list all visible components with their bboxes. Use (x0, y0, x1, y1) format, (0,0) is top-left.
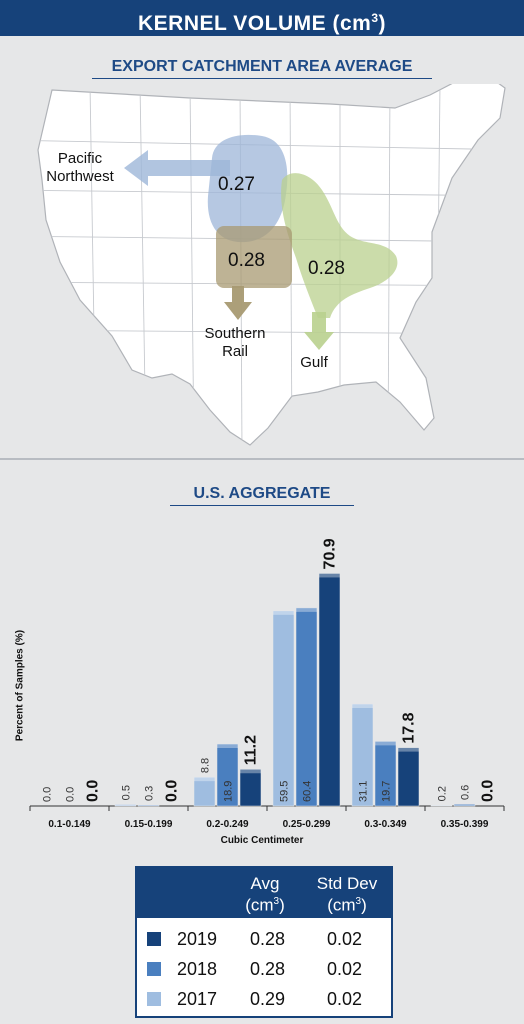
southern-rail-arrow (224, 286, 252, 320)
bar-2017 (114, 804, 137, 807)
region-label-southern-rail: Southern Rail (204, 325, 266, 360)
x-tick-label: 0.35-0.399 (441, 819, 489, 830)
bar-2019 (239, 769, 262, 807)
data-label: 0.0 (42, 787, 54, 802)
chart-title-underline (170, 505, 354, 506)
southern-rail-region (216, 226, 292, 288)
bar-2018 (453, 803, 476, 807)
stats-row-2019: 2019 0.28 0.02 (137, 924, 391, 954)
legend-swatch-2019 (147, 932, 161, 946)
data-label: 70.9 (322, 538, 339, 569)
stats-year: 2018 (177, 959, 218, 979)
header-std-dev: Std Dev (cm3) (316, 874, 378, 915)
data-label: 19.7 (381, 781, 393, 802)
bar-2018 (216, 743, 239, 807)
bar-2017 (351, 703, 374, 807)
data-label: 0.0 (164, 780, 181, 802)
data-label: 0.3 (144, 786, 156, 801)
x-tick-label: 0.3-0.349 (364, 819, 407, 830)
region-label-pnw: Pacific Northwest (46, 150, 114, 185)
bar-2019 (397, 747, 420, 807)
data-label: 0.6 (460, 785, 472, 800)
bar-highlight (352, 703, 373, 708)
stats-std-dev: 0.02 (327, 929, 363, 949)
stats-table: Avg (cm3) Std Dev (cm3) 2019 0.28 0.02 201… (135, 866, 393, 1018)
bar-2018 (137, 804, 160, 807)
stats-avg: 0.28 (250, 929, 286, 949)
chart-title: U.S. AGGREGATE (193, 485, 331, 502)
stats-table-header: Avg (cm3) Std Dev (cm3) (137, 868, 391, 918)
x-tick-label: 0.2-0.249 (206, 819, 249, 830)
bar-highlight (454, 804, 475, 806)
data-label: 59.5 (279, 781, 291, 802)
data-label: 0.2 (437, 786, 449, 801)
avg-value-gulf: 0.28 (308, 258, 345, 279)
bar-highlight (217, 744, 238, 749)
stats-avg: 0.28 (250, 959, 286, 979)
stats-std-dev: 0.02 (327, 959, 363, 979)
legend-swatch-2018 (147, 962, 161, 976)
legend-swatch-2017 (147, 992, 161, 1006)
gulf-region (281, 173, 398, 318)
bar-highlight (296, 607, 317, 612)
gulf-arrow (304, 312, 334, 350)
bar-highlight (319, 573, 340, 578)
map-title: EXPORT CATCHMENT AREA AVERAGE (111, 58, 413, 75)
x-axis-title: Cubic Centimeter (220, 835, 304, 846)
bar-2017 (272, 610, 295, 807)
page-title: KERNEL VOLUME (cm3) (0, 0, 524, 36)
stats-avg: 0.29 (250, 989, 286, 1009)
bar-highlight (398, 747, 419, 752)
header-avg: Avg (cm3) (245, 874, 285, 915)
bar-highlight (194, 777, 215, 782)
bar-highlight (138, 805, 159, 806)
x-tick-label: 0.25-0.299 (283, 819, 331, 830)
data-label: 0.0 (65, 787, 77, 802)
bar-highlight (240, 769, 261, 774)
us-map (37, 84, 506, 446)
bar-highlight (375, 741, 396, 746)
bar-2017 (430, 805, 453, 807)
data-label: 60.4 (302, 781, 314, 802)
data-label: 31.1 (358, 781, 370, 802)
avg-value-southern-rail: 0.28 (228, 250, 265, 271)
data-label: 18.9 (223, 781, 235, 802)
bar-2017 (193, 776, 216, 807)
avg-value-pnw: 0.27 (218, 174, 255, 195)
data-label: 11.2 (243, 735, 260, 765)
pnw-arrow (124, 150, 230, 186)
section-divider (0, 458, 524, 460)
bar-2018 (295, 607, 318, 807)
stats-year: 2019 (177, 929, 218, 949)
bar-highlight (431, 805, 452, 806)
stats-row-2018: 2018 0.28 0.02 (137, 954, 391, 984)
data-label: 0.0 (480, 780, 497, 802)
stats-std-dev: 0.02 (327, 989, 363, 1009)
x-tick-label: 0.1-0.149 (48, 819, 91, 830)
region-label-gulf: Gulf (300, 354, 328, 371)
stats-row-2017: 2017 0.29 0.02 (137, 984, 391, 1014)
map-title-underline (92, 78, 432, 79)
bar-2019 (318, 573, 341, 807)
data-label: 17.8 (401, 712, 418, 743)
bar-highlight (115, 804, 136, 806)
stats-year: 2017 (177, 989, 218, 1009)
data-label: 8.8 (200, 758, 212, 773)
bar-2018 (374, 741, 397, 807)
x-tick-label: 0.15-0.199 (125, 819, 173, 830)
data-label: 0.0 (85, 780, 102, 802)
bar-highlight (273, 610, 294, 615)
data-label: 0.5 (121, 785, 133, 800)
